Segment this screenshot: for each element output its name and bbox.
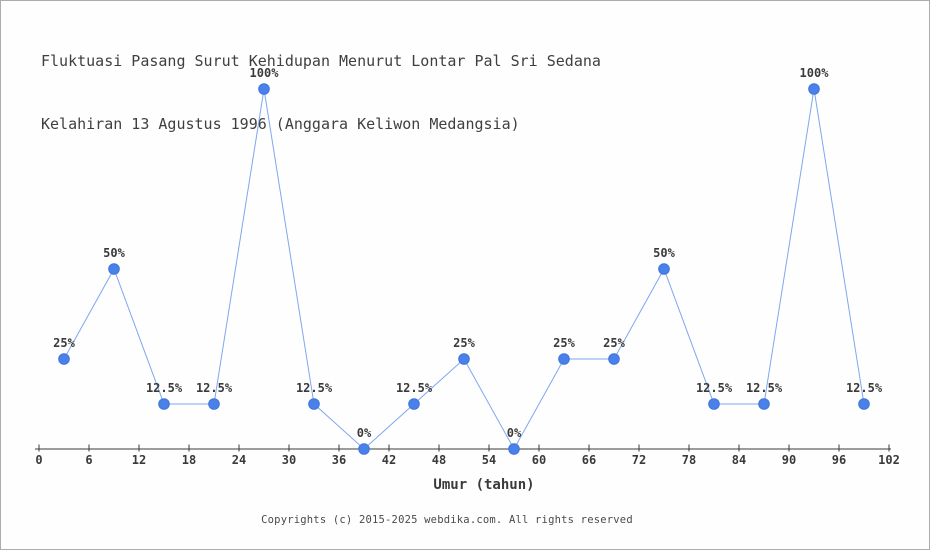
data-point-marker: [208, 398, 220, 410]
chart-title: Fluktuasi Pasang Surut Kehidupan Menurut…: [41, 9, 601, 177]
data-point-label: 12.5%: [846, 381, 883, 395]
data-point-marker: [458, 353, 470, 365]
x-axis-tick-label: 84: [732, 453, 746, 467]
data-point-marker: [358, 443, 370, 455]
x-axis-tick-label: 42: [382, 453, 396, 467]
data-point-marker: [608, 353, 620, 365]
data-point-label: 0%: [357, 426, 372, 440]
data-point-marker: [658, 263, 670, 275]
data-point-label: 25%: [453, 336, 475, 350]
data-point-marker: [158, 398, 170, 410]
data-point-marker: [858, 398, 870, 410]
data-point-label: 25%: [553, 336, 575, 350]
x-axis-tick-label: 96: [832, 453, 846, 467]
data-point-marker: [808, 83, 820, 95]
chart-title-line1: Fluktuasi Pasang Surut Kehidupan Menurut…: [41, 52, 601, 70]
chart-title-line2: Kelahiran 13 Agustus 1996 (Anggara Keliw…: [41, 115, 520, 133]
data-point-marker: [58, 353, 70, 365]
series-line: [63, 88, 865, 451]
data-point-label: 12.5%: [296, 381, 333, 395]
x-axis-tick-label: 24: [232, 453, 246, 467]
data-point-label: 12.5%: [196, 381, 233, 395]
copyright-text: Copyrights (c) 2015-2025 webdika.com. Al…: [261, 514, 633, 526]
data-point-label: 25%: [603, 336, 625, 350]
x-axis-tick-label: 72: [632, 453, 646, 467]
x-axis-tick-label: 66: [582, 453, 596, 467]
data-point-label: 12.5%: [746, 381, 783, 395]
data-point-label: 12.5%: [396, 381, 433, 395]
x-axis-tick-label: 78: [682, 453, 696, 467]
data-point-marker: [558, 353, 570, 365]
data-point-marker: [708, 398, 720, 410]
data-point-label: 50%: [653, 246, 675, 260]
x-axis-tick-label: 6: [85, 453, 92, 467]
data-point-label: 50%: [103, 246, 125, 260]
data-point-marker: [758, 398, 770, 410]
data-point-label: 25%: [53, 336, 75, 350]
data-point-label: 12.5%: [146, 381, 183, 395]
x-axis-tick-label: 48: [432, 453, 446, 467]
x-axis-tick-label: 54: [482, 453, 496, 467]
data-point-marker: [508, 443, 520, 455]
x-axis-tick-label: 18: [182, 453, 196, 467]
data-point-marker: [408, 398, 420, 410]
data-point-label: 100%: [800, 66, 830, 80]
data-point-marker: [308, 398, 320, 410]
data-point-label: 0%: [507, 426, 522, 440]
data-point-label: 100%: [250, 66, 280, 80]
x-axis-tick-label: 0: [35, 453, 42, 467]
x-axis-tick-label: 60: [532, 453, 546, 467]
x-axis-tick-label: 102: [878, 453, 900, 467]
data-point-label: 12.5%: [696, 381, 733, 395]
x-axis-tick-label: 12: [132, 453, 146, 467]
x-axis-tick-label: 90: [782, 453, 796, 467]
data-point-marker: [108, 263, 120, 275]
x-axis-tick-label: 30: [282, 453, 296, 467]
x-axis-title: Umur (tahun): [433, 477, 534, 493]
x-axis-tick-label: 36: [332, 453, 346, 467]
data-point-marker: [258, 83, 270, 95]
